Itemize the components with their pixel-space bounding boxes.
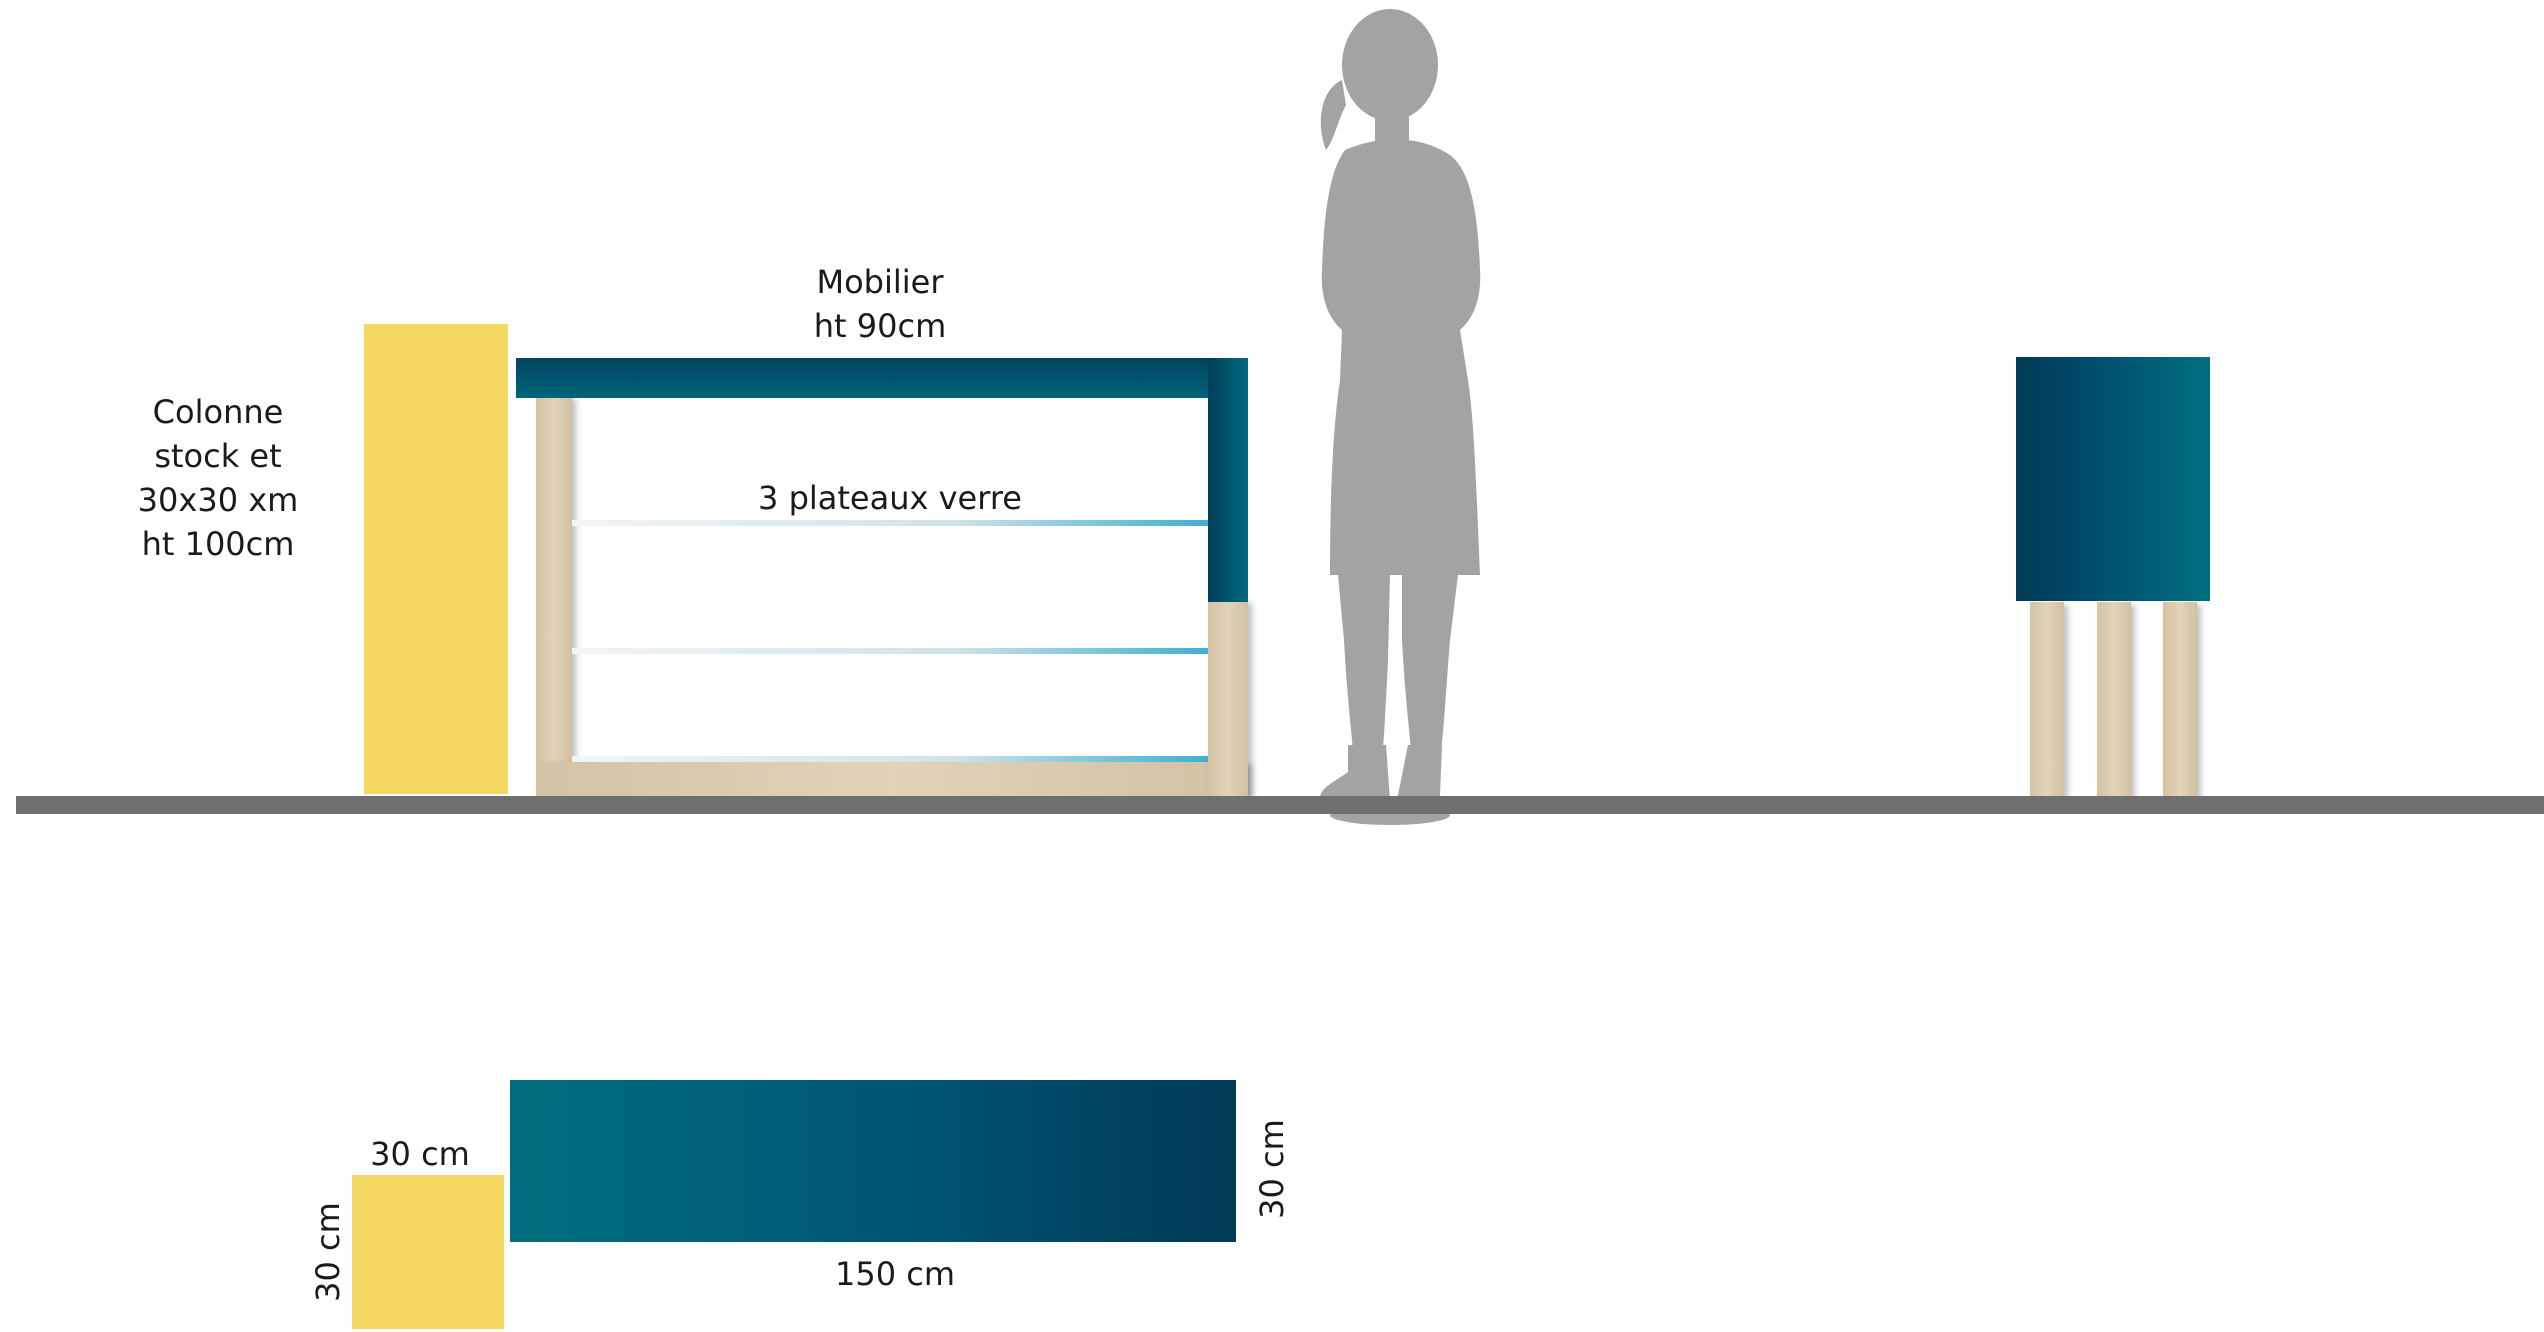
- stool-seat: [2016, 357, 2210, 601]
- furniture-label: Mobilier ht 90cm: [780, 260, 980, 348]
- glass-shelf-1: [572, 520, 1208, 526]
- plan-table-depth-label: 30 cm: [1253, 1119, 1291, 1219]
- furniture-label-line-1: Mobilier: [816, 263, 944, 301]
- plan-column-square: [352, 1175, 504, 1329]
- cabinet-top-panel: [516, 358, 1248, 398]
- cabinet-right-leg: [1208, 600, 1248, 796]
- plan-square-depth-label: 30 cm: [309, 1202, 347, 1302]
- plan-table-length-label: 150 cm: [834, 1255, 955, 1293]
- column-label-line-4: ht 100cm: [141, 525, 295, 563]
- shelves-label: 3 plateaux verre: [758, 479, 1022, 517]
- cabinet-left-leg: [536, 396, 572, 796]
- furniture-label-line-2: ht 90cm: [813, 307, 947, 345]
- elevation-view: Colonne stock et 30x30 xm ht 100cm Mobil…: [16, 9, 2544, 825]
- stool-leg-3: [2163, 602, 2197, 796]
- stool-leg-1: [2030, 602, 2064, 796]
- column-label-line-1: Colonne: [152, 393, 284, 431]
- column-label: Colonne stock et 30x30 xm ht 100cm: [120, 390, 316, 566]
- glass-shelf-2: [572, 648, 1208, 654]
- column-label-line-3: 30x30 xm: [137, 481, 299, 519]
- plan-table-rect: [510, 1080, 1236, 1242]
- cabinet-bottom-rail: [536, 762, 1248, 796]
- stool-leg-2: [2097, 602, 2131, 796]
- cabinet-right-panel: [1208, 358, 1248, 602]
- person-silhouette-icon: [1320, 9, 1481, 825]
- glass-shelf-3: [572, 756, 1208, 762]
- floor-line: [16, 796, 2544, 814]
- plan-square-width-label: 30 cm: [370, 1135, 470, 1173]
- column-label-line-2: stock et: [154, 437, 282, 475]
- stock-column: [364, 324, 508, 794]
- plan-view: 30 cm 30 cm 150 cm 30 cm: [0, 1040, 2544, 1329]
